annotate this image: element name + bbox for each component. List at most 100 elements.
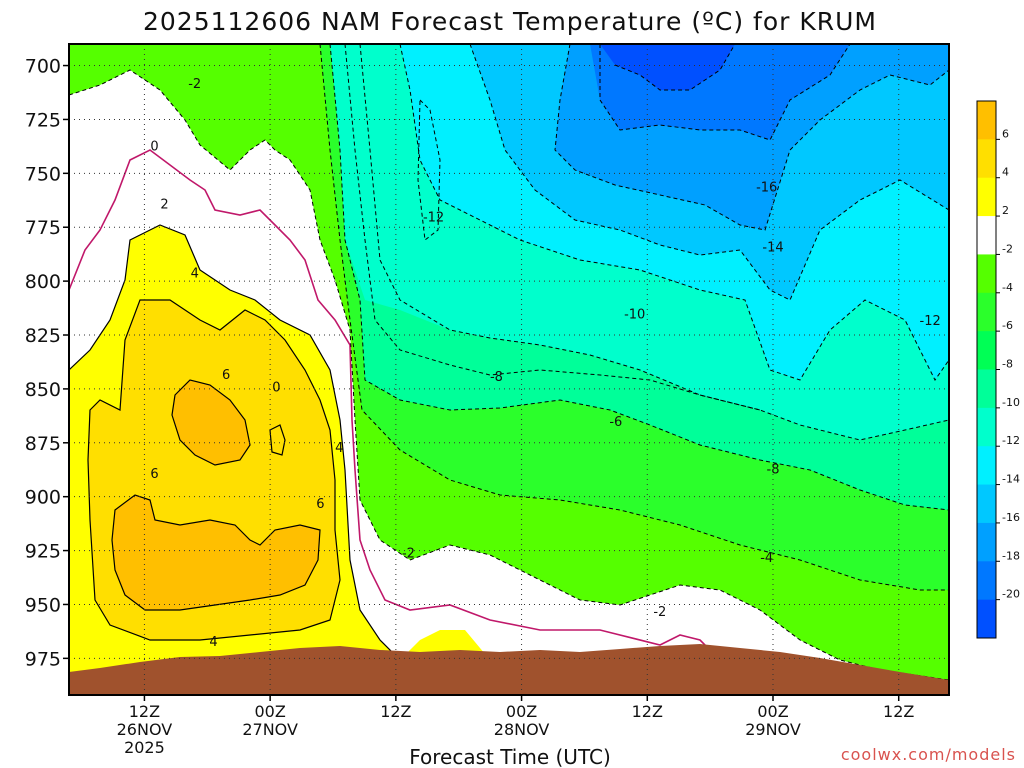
colorbar-tick-label: -16 <box>1002 511 1020 524</box>
x-axis-label: Forecast Time (UTC) <box>409 745 611 768</box>
contour-label: -12 <box>920 314 941 329</box>
plot-frame <box>68 43 950 696</box>
contour-label: 4 <box>191 266 199 281</box>
contour-minus12-b <box>417 98 441 241</box>
colorbar-tick-label: -18 <box>1002 549 1020 562</box>
contour-label: -10 <box>624 307 645 322</box>
colorbar-band <box>977 522 996 562</box>
colorbar-tick-label: 4 <box>1002 166 1009 179</box>
colorbar-band <box>977 446 996 486</box>
contour-label: -6 <box>609 415 622 430</box>
terrain <box>69 644 949 695</box>
warm-contours <box>69 224 401 661</box>
contour-label: 0 <box>150 139 158 154</box>
colorbar-tick-label: -10 <box>1002 396 1020 409</box>
colorbar-tick-label: 2 <box>1002 204 1009 217</box>
colorbar-tick-label: -6 <box>1002 319 1013 332</box>
x-tick-label: 12Z <box>129 702 160 721</box>
x-tick-label: 12Z <box>380 702 411 721</box>
contour-label: -8 <box>490 370 503 385</box>
colorbar-band <box>977 177 996 217</box>
x-tick-label: 00Z <box>254 702 285 721</box>
band-plus6 <box>112 380 320 610</box>
gridlines <box>69 44 949 695</box>
contour-plus6-c <box>269 424 286 456</box>
colorbar-tick-label: -8 <box>1002 358 1013 371</box>
colorbar: 6 4 2 -2 -4 -6 -8 -10 -12 -14 -16 -18 -20 <box>976 100 1020 639</box>
contour-label: 4 <box>209 635 217 650</box>
contour-minus20 <box>614 44 736 91</box>
contour-minus18 <box>599 44 851 141</box>
contour-plus2 <box>69 224 401 661</box>
x-tick-label: 12Z <box>883 702 914 721</box>
contour-label: 2 <box>160 198 168 213</box>
colorbar-band <box>977 484 996 524</box>
x-tick-label: 12Z <box>632 702 663 721</box>
contour-label: 6 <box>316 497 324 512</box>
colorbar-tick-label: -14 <box>1002 473 1020 486</box>
x-tick-label: 00Z <box>506 702 537 721</box>
contour-label: -2 <box>402 547 415 562</box>
x-tick-label: 00Z <box>757 702 788 721</box>
contour-minus8 <box>344 44 949 441</box>
credit-text: coolwx.com/models <box>841 745 1016 764</box>
colorbar-band <box>977 407 996 447</box>
colorbar-tick-label: -4 <box>1002 281 1013 294</box>
contour-minus16 <box>554 44 949 231</box>
y-tick-label: 750 <box>25 163 61 185</box>
y-tick-label: 700 <box>25 56 61 78</box>
colorbar-tick-label: -2 <box>1002 242 1013 255</box>
contour-label: -8 <box>767 463 780 478</box>
colorbar-tick-label: -20 <box>1002 588 1020 601</box>
y-tick-label: 925 <box>25 541 61 563</box>
contour-minus10 <box>359 44 761 411</box>
contour-label: 6 <box>150 467 158 482</box>
contour-plus6-a <box>171 379 251 466</box>
contour-label: 0 <box>272 381 280 396</box>
plot-area: -2 0 2 4 6 0 6 6 4 4 -12 -8 -10 -6 -2 -2 -4 -8 -14 -16 -12 <box>69 44 949 695</box>
contour-label: 6 <box>222 368 230 383</box>
contour-minus14 <box>469 44 949 301</box>
contour-label: -12 <box>423 210 444 225</box>
colorbar-band <box>977 369 996 409</box>
colorbar-band <box>977 216 996 255</box>
contour-minus6 <box>329 44 949 511</box>
y-axis: 700 725 750 775 800 825 850 875 900 925 950 975 <box>25 56 69 670</box>
contour-minus2 <box>69 69 949 681</box>
y-tick-label: 775 <box>25 217 61 239</box>
chart-title: 2025112606 NAM Forecast Temperature (ºC)… <box>143 7 877 36</box>
y-tick-label: 950 <box>25 594 61 616</box>
band-minus22 <box>600 44 735 90</box>
y-tick-label: 975 <box>25 648 61 670</box>
contour-plus4 <box>87 299 341 641</box>
x-tick-date-label: 26NOV <box>117 720 173 739</box>
y-tick-label: 900 <box>25 487 61 509</box>
x-tick-date-label: 28NOV <box>494 720 550 739</box>
x-tick-date-label: 27NOV <box>242 720 298 739</box>
x-tick-date-label: 29NOV <box>745 720 801 739</box>
contour-labels: -2 0 2 4 6 0 6 6 4 4 -12 -8 -10 -6 -2 -2 -4 -8 -14 -16 -12 <box>150 77 941 650</box>
contour-label: -2 <box>653 605 666 620</box>
contour-label: -4 <box>760 551 773 566</box>
contour-label: -2 <box>188 77 201 92</box>
x-tick-year-label: 2025 <box>124 738 165 757</box>
contour-label: 4 <box>335 441 343 456</box>
contour-minus12 <box>399 44 949 381</box>
y-tick-label: 875 <box>25 433 61 455</box>
colorbar-band <box>977 292 996 332</box>
colorbar-band <box>977 561 996 601</box>
colorbar-tick-label: -12 <box>1002 434 1020 447</box>
cold-contours <box>69 44 949 681</box>
y-tick-label: 850 <box>25 379 61 401</box>
contour-plus6-b <box>111 494 321 611</box>
y-tick-label: 800 <box>25 271 61 293</box>
colorbar-band <box>977 254 996 294</box>
contour-label: -14 <box>762 241 783 256</box>
contour-label: -16 <box>756 180 777 195</box>
colorbar-band <box>977 331 996 370</box>
colorbar-band <box>977 599 996 639</box>
colorbar-band <box>977 139 996 179</box>
y-tick-label: 725 <box>25 109 61 131</box>
